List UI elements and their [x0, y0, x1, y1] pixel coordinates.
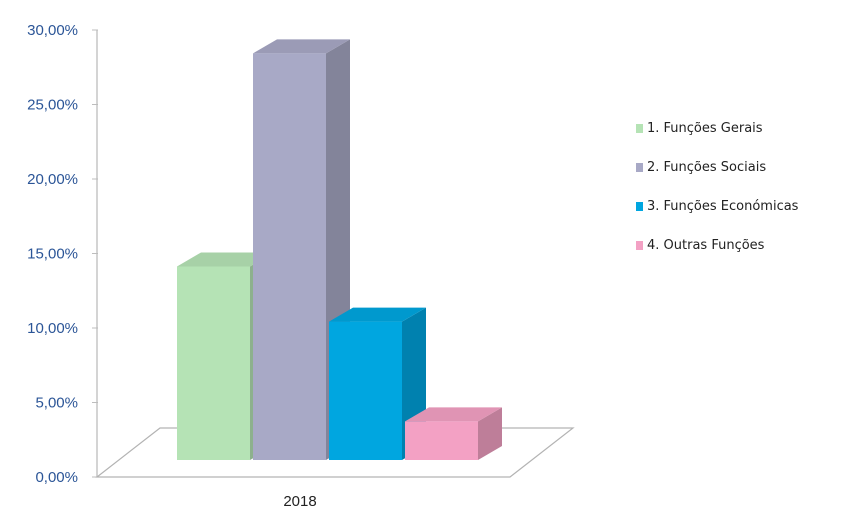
bar-front — [405, 421, 478, 460]
bar-top — [177, 252, 274, 267]
y-tick-label: 25,00% — [27, 97, 78, 114]
x-tick-label: 2018 — [283, 493, 316, 510]
legend-label: 3. Funções Económicas — [647, 198, 799, 214]
legend-item-outras-funcoes: 4. Outras Funções — [636, 235, 798, 255]
legend-item-funcoes-sociais: 2. Funções Sociais — [636, 157, 798, 177]
bar-side — [478, 407, 502, 460]
legend-swatch — [636, 162, 643, 172]
legend: 1. Funções Gerais 2. Funções Sociais 3. … — [636, 118, 798, 274]
bar-top — [329, 307, 426, 322]
y-tick-label: 10,00% — [27, 320, 78, 337]
legend-swatch — [636, 123, 643, 133]
y-tick-label: 20,00% — [27, 171, 78, 188]
bar-front — [253, 53, 326, 460]
bar-front — [177, 266, 250, 460]
legend-item-funcoes-economicas: 3. Funções Económicas — [636, 196, 798, 216]
legend-label: 1. Funções Gerais — [647, 120, 763, 136]
y-tick-label: 15,00% — [27, 246, 78, 263]
legend-label: 2. Funções Sociais — [647, 159, 767, 175]
legend-swatch — [636, 240, 643, 250]
bar-layer — [177, 39, 502, 460]
axis-layer — [92, 29, 575, 478]
y-axis-tick-labels: 0,00% 5,00% 10,00% 15,00% 20,00% 25,00% 30,00% — [27, 22, 78, 486]
chart-floor — [95, 427, 575, 478]
y-tick-label: 0,00% — [35, 469, 78, 486]
y-tick-label: 30,00% — [27, 22, 78, 39]
y-tick-label: 5,00% — [35, 395, 78, 412]
bar-top — [253, 39, 350, 54]
bar-front — [329, 321, 402, 460]
bar-top — [405, 407, 502, 422]
legend-item-funcoes-gerais: 1. Funções Gerais — [636, 118, 798, 138]
legend-label: 4. Outras Funções — [647, 237, 765, 253]
legend-swatch — [636, 201, 643, 211]
bar — [405, 407, 502, 460]
